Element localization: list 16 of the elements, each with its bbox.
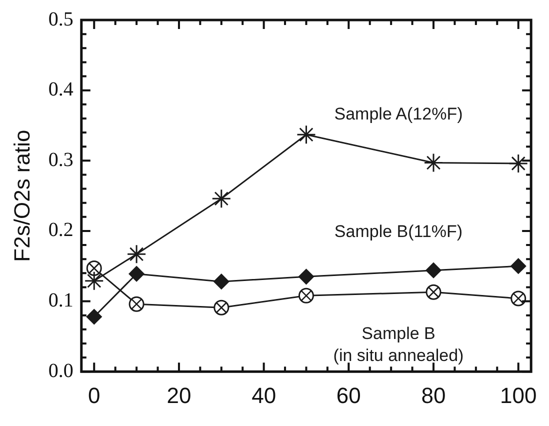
y-tick-label: 0.0 xyxy=(48,360,74,382)
x-tick-label: 20 xyxy=(166,382,192,408)
series-label: Sample B (in situ annealed) xyxy=(333,324,464,365)
series-label: Sample A(12%F) xyxy=(334,104,463,124)
y-tick-label: 0.1 xyxy=(48,290,74,312)
y-tick-label: 0.3 xyxy=(48,148,74,171)
y-tick-label: 0.2 xyxy=(48,219,74,242)
series-label: Sample B(11%F) xyxy=(334,222,463,242)
x-tick-label: 80 xyxy=(421,382,446,408)
y-tick-label: 0.4 xyxy=(48,78,74,101)
x-tick-label: 0 xyxy=(88,382,100,408)
x-tick-label: 100 xyxy=(500,382,537,408)
y-axis-title: F2s/O2s ratio xyxy=(9,130,34,262)
y-tick-label: 0.5 xyxy=(48,8,74,30)
x-tick-label: 40 xyxy=(252,382,276,408)
x-tick-label: 60 xyxy=(336,382,361,408)
